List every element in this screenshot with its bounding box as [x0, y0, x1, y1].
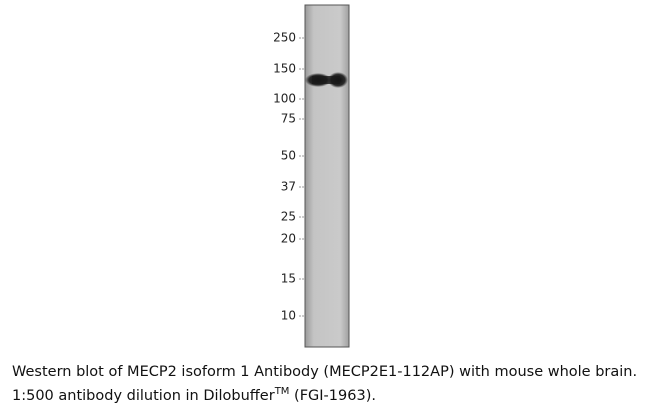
blot-figure: 250 150 100 75 50 37 25 20 15 10 — [273, 4, 350, 348]
marker-label: 15 — [281, 272, 296, 286]
caption-line: Western blot of MECP2 isoform 1 Antibody… — [12, 364, 638, 380]
caption-text: 1:500 antibody dilution in Dilobuffer — [12, 387, 275, 404]
caption-text: (FGI-1963). — [289, 387, 376, 404]
caption-line: 1:500 antibody dilution in DilobufferTM … — [12, 386, 376, 404]
blot-lane — [304, 4, 350, 348]
blot-band — [312, 76, 340, 84]
marker-label: 150 — [273, 62, 296, 76]
marker-label: 100 — [273, 92, 296, 106]
caption-superscript: TM — [274, 386, 290, 397]
marker-label: 75 — [281, 112, 296, 126]
marker-label: 10 — [281, 309, 296, 323]
marker-label: 37 — [281, 180, 296, 194]
marker-label: 250 — [273, 31, 296, 45]
marker-label: 25 — [281, 210, 296, 224]
marker-label: 20 — [281, 232, 296, 246]
marker-label: 50 — [281, 149, 296, 163]
